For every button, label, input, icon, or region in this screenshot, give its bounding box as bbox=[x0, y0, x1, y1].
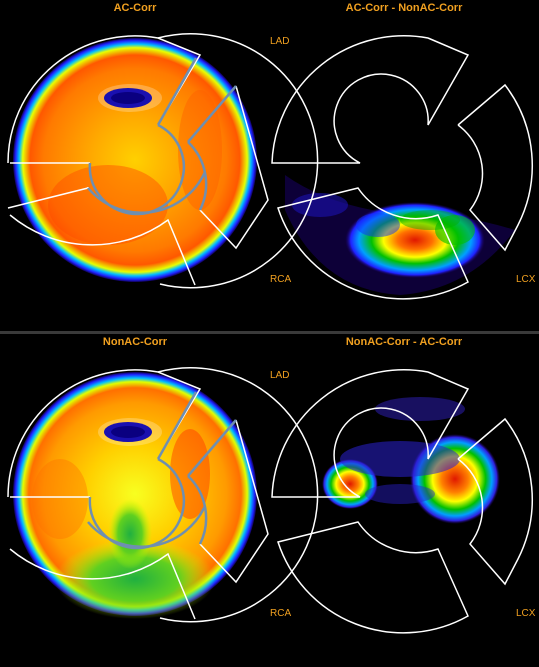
territory-outlines-right bbox=[271, 35, 533, 300]
lad-label: LAD bbox=[270, 370, 289, 381]
rca-label: RCA bbox=[270, 608, 291, 619]
left-polar-map-title: NonAC-Corr bbox=[102, 336, 168, 348]
polar-maps-bottom: LAD RCA LCX bbox=[7, 367, 536, 634]
panel-divider bbox=[0, 331, 539, 334]
right-polar-map-title: NonAC-Corr - AC-Corr bbox=[345, 336, 463, 348]
rca-label: RCA bbox=[270, 274, 291, 285]
segment-lines-left bbox=[87, 391, 237, 550]
lad-label: LAD bbox=[270, 36, 289, 47]
lcx-label: LCX bbox=[516, 274, 536, 285]
panel-nonac-corr: NonAC-Corr NonAC-Corr - AC-Corr bbox=[0, 334, 539, 665]
left-polar-map-title: AC-Corr bbox=[113, 2, 157, 14]
polar-maps-top: LAD RCA LCX bbox=[7, 33, 536, 300]
nonac-minus-ac-polar-map bbox=[322, 397, 500, 524]
territory-outlines-left bbox=[7, 367, 319, 623]
segment-lines-left bbox=[87, 57, 237, 216]
ac-corr-polar-map bbox=[13, 38, 257, 282]
nonac-corr-polar-map bbox=[13, 372, 257, 619]
panel-ac-corr: AC-Corr AC-Corr - NonAC-Corr bbox=[0, 0, 539, 331]
territory-outlines-right bbox=[271, 369, 533, 634]
right-polar-map-title: AC-Corr - NonAC-Corr bbox=[345, 2, 463, 14]
ac-minus-nonac-polar-map bbox=[285, 175, 515, 295]
territory-outlines-left bbox=[7, 33, 319, 289]
lcx-label: LCX bbox=[516, 608, 536, 619]
